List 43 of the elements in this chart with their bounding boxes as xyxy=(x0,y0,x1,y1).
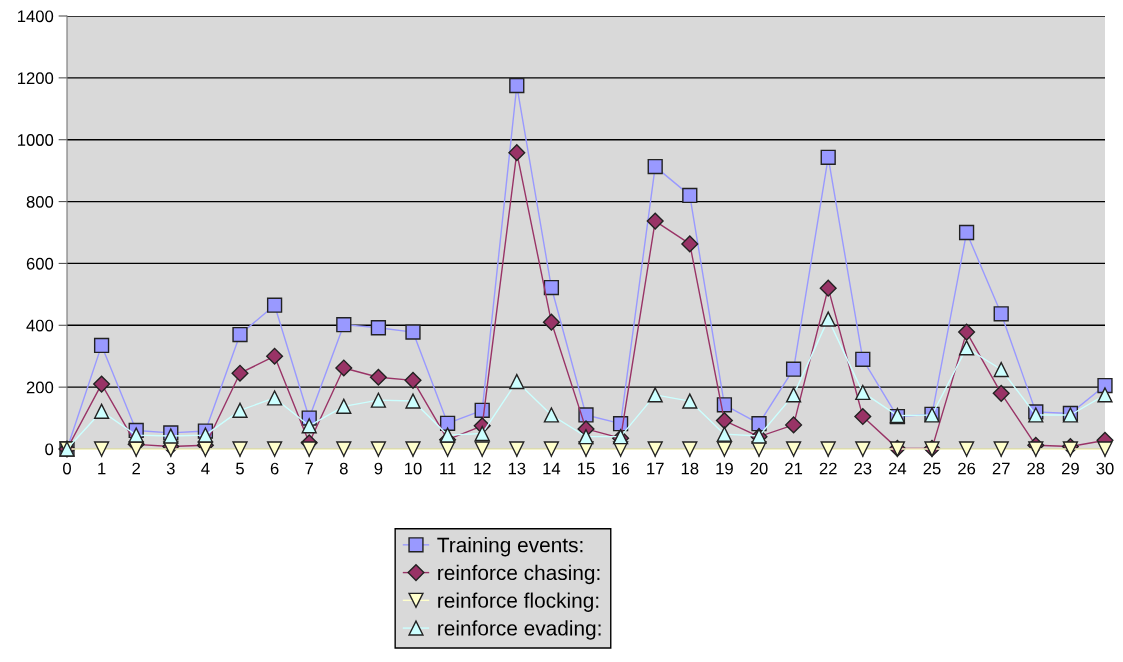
x-tick-label: 15 xyxy=(578,462,595,475)
y-tick-label: 200 xyxy=(26,381,54,394)
x-tick-label: 14 xyxy=(543,462,561,475)
x-tick-label: 28 xyxy=(1027,462,1045,475)
x-tick-label: 21 xyxy=(785,462,803,475)
x-tick-label: 11 xyxy=(440,462,456,475)
y-tick-label: 400 xyxy=(26,319,54,332)
x-tick-label: 29 xyxy=(1061,462,1079,475)
x-tick-label: 17 xyxy=(647,462,664,475)
x-tick-label: 2 xyxy=(132,462,140,475)
x-tick-label: 20 xyxy=(750,462,768,475)
x-tick-label: 22 xyxy=(819,462,837,475)
x-tick-label: 1 xyxy=(98,462,106,475)
x-tick-label: 26 xyxy=(958,462,976,475)
x-tick-label: 4 xyxy=(201,462,210,475)
x-tick-label: 12 xyxy=(474,462,491,475)
x-tick-label: 25 xyxy=(923,462,941,475)
x-tick-label: 10 xyxy=(405,462,422,475)
legend-label: reinforce flocking: xyxy=(438,592,599,612)
x-tick-label: 24 xyxy=(888,462,907,475)
x-tick-label: 0 xyxy=(63,462,71,475)
x-tick-label: 19 xyxy=(716,462,733,475)
x-tick-label: 27 xyxy=(992,462,1010,475)
y-tick-label: 1200 xyxy=(18,72,54,85)
legend-label: Training events: xyxy=(437,537,583,557)
x-tick-label: 6 xyxy=(270,462,279,475)
x-tick-label: 18 xyxy=(681,462,699,475)
y-tick-label: 1400 xyxy=(18,10,54,23)
x-tick-label: 7 xyxy=(305,462,313,475)
x-tick-label: 13 xyxy=(508,462,526,475)
y-tick-label: 800 xyxy=(26,195,54,208)
x-tick-label: 9 xyxy=(374,462,383,475)
legend-label: reinforce chasing: xyxy=(438,564,600,585)
x-tick-label: 30 xyxy=(1096,462,1114,475)
y-tick-label: 0 xyxy=(45,443,54,456)
y-tick-label: 1000 xyxy=(18,134,54,146)
y-tick-label: 600 xyxy=(26,257,54,270)
x-tick-label: 8 xyxy=(339,462,348,475)
legend-label: reinforce evading: xyxy=(438,620,601,640)
x-tick-label: 3 xyxy=(166,462,175,475)
x-tick-label: 16 xyxy=(612,462,630,475)
x-tick-label: 23 xyxy=(854,462,872,475)
x-tick-label: 5 xyxy=(236,462,244,475)
